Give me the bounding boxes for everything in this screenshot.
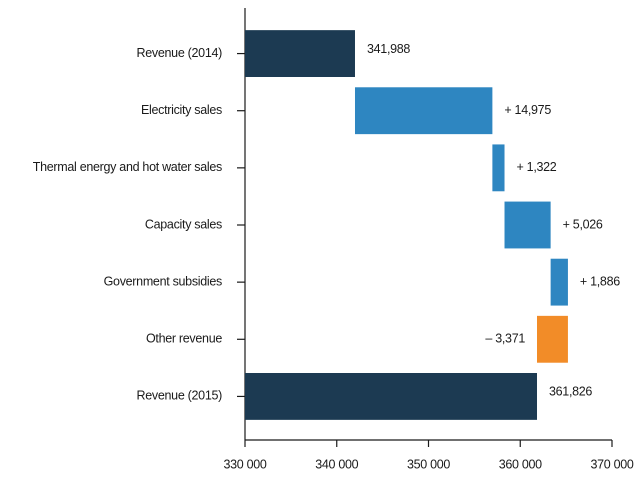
x-tick-label: 360 000: [499, 457, 542, 471]
bar: [354, 87, 493, 135]
bar: [245, 30, 355, 77]
category-label: Electricity sales: [141, 103, 222, 117]
value-label: 341,988: [367, 42, 410, 56]
x-tick-label: 350 000: [407, 457, 450, 471]
bar: [504, 201, 551, 249]
value-label: + 5,026: [563, 217, 603, 231]
x-tick-label: 370 000: [590, 457, 633, 471]
category-label: Thermal energy and hot water sales: [33, 160, 222, 174]
category-label: Government subsidies: [104, 274, 222, 288]
value-label: 361,826: [549, 385, 592, 399]
x-tick-label: 340 000: [315, 457, 358, 471]
category-label: Other revenue: [146, 332, 222, 346]
bar: [550, 258, 568, 306]
value-label: + 1,886: [580, 274, 620, 288]
category-label: Revenue (2015): [137, 389, 223, 403]
bar: [537, 315, 568, 363]
x-tick-label: 330 000: [223, 457, 266, 471]
value-label: + 1,322: [517, 160, 557, 174]
bar: [245, 373, 538, 420]
value-label: – 3,371: [485, 332, 525, 346]
category-label: Capacity sales: [145, 217, 222, 231]
category-label: Revenue (2014): [137, 46, 223, 60]
value-label: + 14,975: [504, 103, 551, 117]
bar: [492, 144, 505, 192]
